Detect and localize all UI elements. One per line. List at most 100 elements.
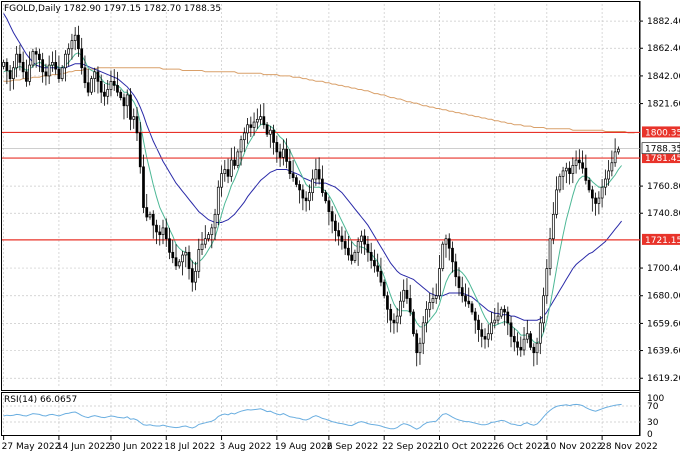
candle-bull bbox=[93, 71, 97, 79]
candle-bear bbox=[343, 241, 347, 249]
candle-bull bbox=[496, 315, 500, 321]
rsi-ytick-label: 30 bbox=[647, 418, 659, 428]
ytick-label: 1862.40 bbox=[647, 44, 680, 54]
candle-bull bbox=[425, 308, 428, 324]
candle-bull bbox=[395, 315, 399, 324]
candle-bull bbox=[161, 227, 165, 236]
level-label: 1721.15 bbox=[645, 236, 680, 246]
candle-bear bbox=[135, 116, 139, 134]
candle-bear bbox=[483, 336, 487, 340]
candle-bear bbox=[21, 61, 25, 73]
candle-bear bbox=[174, 257, 178, 267]
xtick-label: 18 Jul 2022 bbox=[164, 442, 215, 452]
candle-bull bbox=[545, 268, 549, 297]
candle-bull bbox=[90, 78, 93, 93]
candle-bull bbox=[356, 241, 360, 253]
candle-bull bbox=[525, 333, 529, 340]
candle-bull bbox=[600, 186, 604, 199]
candle-bear bbox=[369, 251, 373, 261]
xtick-label: 30 Jun 2022 bbox=[109, 442, 163, 452]
candle-bear bbox=[386, 295, 389, 310]
candle-bull bbox=[604, 178, 607, 188]
candle-bear bbox=[171, 251, 175, 259]
candle-bear bbox=[41, 59, 45, 73]
ma-mid-line bbox=[3, 13, 622, 321]
candle-bear bbox=[327, 200, 331, 212]
candle-bull bbox=[490, 322, 493, 335]
candle-bear bbox=[77, 34, 80, 50]
candle-bear bbox=[96, 71, 100, 82]
candle-bear bbox=[168, 238, 171, 253]
candle-bear bbox=[301, 189, 305, 199]
candle-bull bbox=[2, 61, 5, 67]
candle-bear bbox=[506, 311, 510, 324]
candle-bull bbox=[181, 254, 184, 263]
candle-bull bbox=[418, 342, 422, 354]
candle-bear bbox=[99, 80, 103, 93]
candle-bull bbox=[210, 227, 214, 236]
level-label: 1800.35 bbox=[645, 128, 680, 138]
candle-bear bbox=[334, 220, 337, 231]
ytick-label: 1842.00 bbox=[647, 72, 680, 82]
candle-bull bbox=[493, 319, 497, 324]
ytick-label: 1680.00 bbox=[647, 292, 680, 302]
ytick-label: 1821.60 bbox=[647, 100, 680, 110]
ytick-label: 1700.40 bbox=[647, 264, 680, 274]
candle-bear bbox=[103, 91, 106, 97]
candle-bear bbox=[460, 287, 464, 297]
candle-bull bbox=[73, 34, 77, 41]
ytick-label: 1882.40 bbox=[647, 17, 680, 27]
candle-bear bbox=[86, 82, 90, 93]
candle-bear bbox=[155, 224, 158, 233]
candle-bear bbox=[568, 167, 571, 174]
candle-bull bbox=[216, 186, 220, 215]
candle-bear bbox=[187, 251, 191, 269]
rsi-ytick-label: 0 bbox=[647, 430, 653, 440]
candle-bear bbox=[516, 341, 519, 348]
candle-bear bbox=[38, 53, 41, 60]
candle-bear bbox=[337, 230, 341, 237]
candle-bear bbox=[581, 162, 584, 169]
candle-bull bbox=[109, 80, 113, 90]
candle-bull bbox=[610, 162, 614, 172]
candle-bull bbox=[571, 165, 575, 174]
candle-bull bbox=[441, 243, 445, 269]
candle-bear bbox=[464, 295, 467, 302]
candle-bear bbox=[83, 67, 87, 84]
candle-bear bbox=[8, 70, 12, 79]
candle-bull bbox=[268, 129, 272, 135]
candle-bull bbox=[444, 238, 448, 245]
candle-bull bbox=[246, 124, 249, 134]
candle-bear bbox=[190, 268, 194, 283]
candle-bull bbox=[12, 67, 15, 79]
candle-bear bbox=[577, 159, 581, 164]
candle-bear bbox=[451, 247, 454, 263]
xtick-label: 22 Sep 2022 bbox=[382, 442, 439, 452]
candle-bear bbox=[512, 336, 516, 343]
candle-bear bbox=[363, 235, 367, 245]
xtick-label: 3 Aug 2022 bbox=[220, 442, 272, 452]
candle-bear bbox=[584, 167, 588, 181]
candle-bull bbox=[236, 151, 240, 166]
candle-bull bbox=[542, 295, 545, 324]
candle-bull bbox=[597, 197, 601, 204]
candle-bear bbox=[278, 151, 282, 158]
candle-bear bbox=[119, 91, 123, 98]
rsi-frame bbox=[1, 392, 640, 436]
candle-bear bbox=[477, 319, 480, 331]
candle-bear bbox=[470, 303, 474, 313]
candle-bull bbox=[311, 178, 314, 193]
candle-bull bbox=[438, 268, 441, 297]
candle-bull bbox=[148, 213, 152, 218]
candle-bear bbox=[509, 322, 513, 337]
candle-bear bbox=[317, 169, 321, 180]
candle-bear bbox=[519, 346, 523, 351]
candle-bear bbox=[291, 173, 295, 179]
level-label: 1781.45 bbox=[645, 154, 680, 164]
candle-bear bbox=[18, 53, 22, 63]
candle-bull bbox=[434, 295, 438, 299]
candle-bear bbox=[408, 298, 412, 313]
candle-bear bbox=[138, 132, 142, 168]
candle-bear bbox=[295, 177, 298, 185]
ytick-label: 1659.60 bbox=[647, 319, 680, 329]
